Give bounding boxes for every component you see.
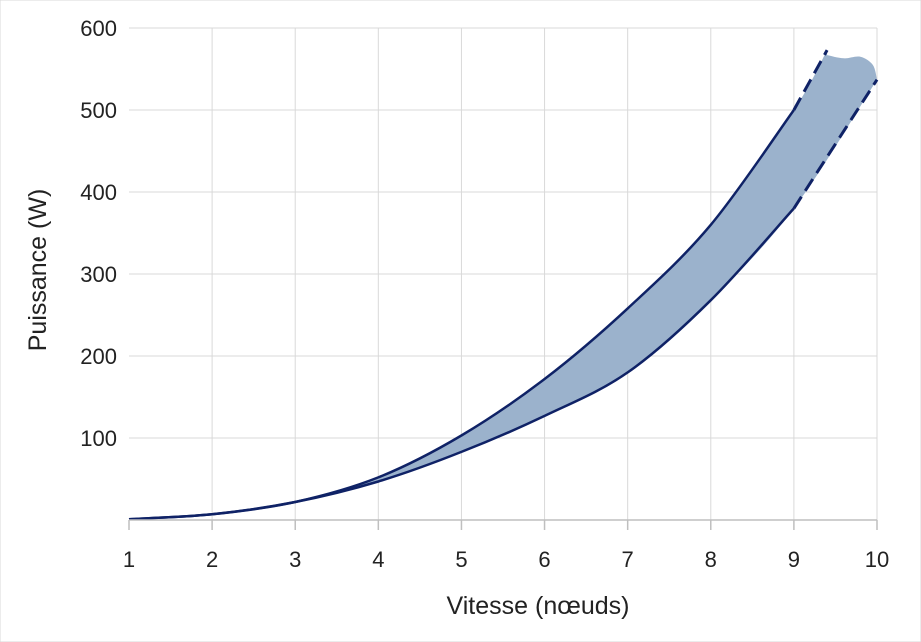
axes — [128, 519, 878, 530]
bound-lines — [128, 49, 879, 521]
band-area — [129, 50, 877, 520]
y-tick-label: 600 — [80, 16, 117, 41]
y-axis-title: Puissance (W) — [24, 189, 52, 352]
x-tick-label: 5 — [455, 547, 467, 572]
upper-bound-dashed-line — [792, 49, 829, 111]
x-tick-label: 9 — [788, 547, 800, 572]
y-tick-label: 500 — [80, 98, 117, 123]
x-axis-title: Vitesse (nœuds) — [447, 592, 630, 620]
tick-labels: 1 2 3 4 5 6 7 8 9 10 100 200 300 400 500 600 — [80, 16, 889, 572]
y-tick-label: 200 — [80, 344, 117, 369]
x-tick-label: 3 — [289, 547, 301, 572]
x-tick-label: 10 — [865, 547, 889, 572]
x-tick-label: 7 — [622, 547, 634, 572]
y-tick-label: 300 — [80, 262, 117, 287]
lower-bound-dashed-line — [792, 78, 879, 210]
x-tick-label: 8 — [705, 547, 717, 572]
x-tick-label: 2 — [206, 547, 218, 572]
lower-bound-line — [128, 207, 795, 521]
x-tick-label: 6 — [538, 547, 550, 572]
x-tick-label: 1 — [123, 547, 135, 572]
y-tick-label: 400 — [80, 180, 117, 205]
y-tick-label: 100 — [80, 426, 117, 451]
power-band — [129, 50, 877, 520]
x-tick-label: 4 — [372, 547, 384, 572]
